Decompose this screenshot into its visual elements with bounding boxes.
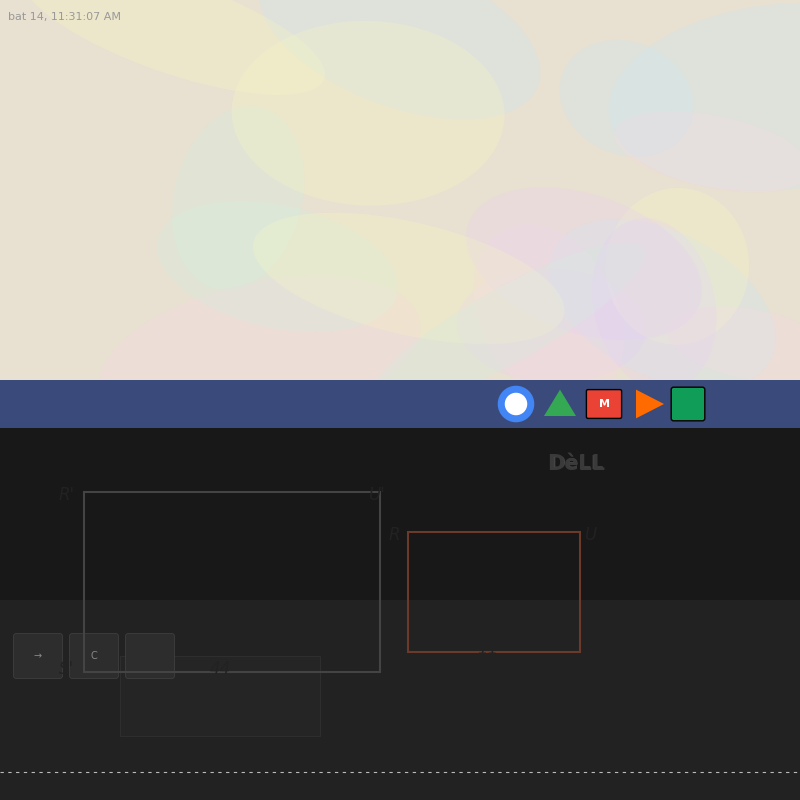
Text: U': U' <box>368 486 385 504</box>
Ellipse shape <box>232 21 505 206</box>
Ellipse shape <box>370 242 645 408</box>
Circle shape <box>498 386 534 422</box>
FancyBboxPatch shape <box>126 634 174 678</box>
Ellipse shape <box>259 0 541 119</box>
Bar <box>0 428 800 800</box>
Text: M: M <box>598 399 610 409</box>
Ellipse shape <box>592 218 716 391</box>
Text: R: R <box>389 526 400 545</box>
Ellipse shape <box>550 219 776 389</box>
Text: T': T' <box>384 659 398 678</box>
Ellipse shape <box>474 224 624 406</box>
Ellipse shape <box>253 213 565 344</box>
Text: →: → <box>34 651 42 661</box>
FancyBboxPatch shape <box>70 634 118 678</box>
Text: 44: 44 <box>210 659 230 678</box>
Ellipse shape <box>22 0 325 95</box>
FancyBboxPatch shape <box>14 634 62 678</box>
Text: bat 14, 11:31:07 AM: bat 14, 11:31:07 AM <box>8 12 121 22</box>
Text: DèLL: DèLL <box>547 454 605 474</box>
Bar <box>84 492 380 672</box>
Polygon shape <box>544 390 576 416</box>
Polygon shape <box>636 390 664 418</box>
Bar <box>120 656 320 736</box>
FancyBboxPatch shape <box>671 387 705 421</box>
Ellipse shape <box>99 276 421 434</box>
Text: R': R' <box>58 486 74 504</box>
Text: DèLL: DèLL <box>549 454 603 474</box>
Ellipse shape <box>668 306 800 382</box>
Text: 11: 11 <box>478 640 498 658</box>
Ellipse shape <box>457 269 646 383</box>
Text: C: C <box>90 651 98 661</box>
Bar <box>0 600 800 800</box>
Text: T: T <box>584 640 594 658</box>
Ellipse shape <box>606 188 749 345</box>
Text: Given R'S'T'U' is a dilation of RSTU, find the scale factor of dilation.: Given R'S'T'U' is a dilation of RSTU, fi… <box>20 748 626 766</box>
Text: S': S' <box>59 659 74 678</box>
Bar <box>408 532 580 652</box>
Ellipse shape <box>466 187 702 340</box>
Circle shape <box>506 394 526 414</box>
Ellipse shape <box>559 40 694 157</box>
Ellipse shape <box>157 201 398 332</box>
Text: U: U <box>584 526 596 545</box>
Ellipse shape <box>614 111 800 192</box>
Ellipse shape <box>609 3 800 191</box>
Bar <box>0 380 800 428</box>
FancyBboxPatch shape <box>586 390 622 418</box>
Ellipse shape <box>172 106 305 290</box>
Text: S: S <box>390 640 400 658</box>
Bar <box>0 0 800 380</box>
